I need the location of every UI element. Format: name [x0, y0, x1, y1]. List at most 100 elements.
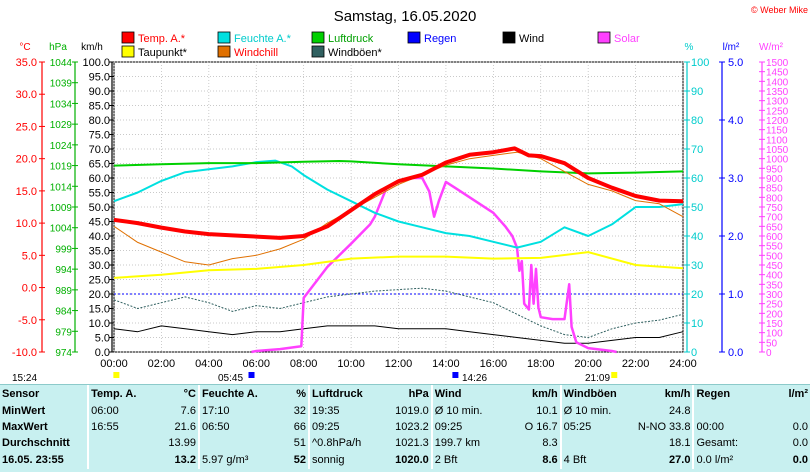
percent-tick-label: 10 [691, 318, 703, 330]
celsius-tick-label: 25.0 [16, 121, 37, 133]
solar-tick-label: 650 [766, 222, 783, 233]
legend-label: Feuchte A.* [234, 33, 292, 45]
percent-tick-label: 30 [691, 260, 703, 272]
hpa-tick-label: 1014 [50, 182, 73, 193]
legend-label: Taupunkt* [138, 47, 188, 59]
kmh-tick-label: 25.0 [89, 275, 110, 287]
legend-swatch [121, 31, 135, 44]
series-temp-a [113, 146, 684, 240]
axes: 00:00 02:00 04:00 06:00 08:00 10:00 12:00 14:00… [12, 57, 789, 370]
hpa-tick-label: 979 [55, 327, 72, 338]
stats-cell-note: Gesamt: [692, 435, 765, 451]
solar-tick-label: 1500 [766, 58, 789, 69]
stats-cell-value: 51 [293, 437, 307, 449]
solar-tick-label: 800 [766, 193, 783, 204]
stats-cell-value [764, 403, 810, 419]
solar-tick-label: 1100 [766, 135, 788, 146]
x-tick-label: 14:00 [432, 358, 460, 370]
x-tick-label: 12:00 [385, 358, 413, 370]
legend-swatch [217, 45, 231, 58]
percent-tick-label: 70 [691, 144, 703, 156]
percent-tick-label: 40 [691, 231, 703, 243]
legend-swatch [217, 31, 231, 44]
legend-swatch [311, 31, 325, 44]
percent-tick-label: 50 [691, 202, 703, 214]
legend-label: Windchill [234, 47, 278, 59]
stats-cell-value: 0.0 [792, 421, 808, 433]
solar-tick-label: 1200 [766, 116, 789, 127]
kmh-tick-label: 45.0 [89, 217, 110, 229]
stats-cell-note [197, 435, 265, 451]
x-tick-label: 00:00 [100, 358, 128, 370]
solar-tick-label: 1450 [766, 68, 789, 79]
legend-swatch [311, 45, 325, 58]
celsius-tick-label: 20.0 [16, 154, 37, 166]
stats-cell-value: 8.3 [542, 437, 558, 449]
stats-cell-note: sonnig [308, 451, 385, 469]
rain-unit: l/m² [723, 42, 740, 53]
rain-tick-label: 1.0 [728, 289, 743, 301]
stats-header-row: Sensor Temp. A. °C Feuchte A.% Luftdruck hPa W… [0, 385, 810, 403]
stats-cell-value: 10.1 [536, 405, 558, 417]
kmh-tick-label: 90.0 [89, 86, 110, 98]
stats-header-sensor: Sensor [2, 388, 40, 400]
legend-label: Temp. A.* [138, 33, 186, 45]
stats-cell-note: 19:35 [308, 403, 385, 419]
solar-tick-label: 1400 [766, 77, 789, 88]
stats-cell-value: 1020.0 [395, 454, 429, 466]
x-tick-label: 08:00 [290, 358, 318, 370]
legend: Temp. A.* Feuchte A.* Luftdruck Regen Wind So… [121, 31, 640, 59]
stats-cell-value: 1019.0 [395, 405, 429, 417]
axis-unit-labels: °C hPa km/h % l/m² W/m² [19, 42, 783, 53]
stats-cell-value: 32 [293, 405, 307, 417]
sun-marker-icon [113, 372, 120, 378]
kmh-tick-label: 70.0 [89, 144, 110, 156]
stats-cell-note: 06:50 [197, 419, 265, 435]
stats-table: Sensor Temp. A. °C Feuchte A.% Luftdruck hPa W… [0, 385, 810, 469]
plot-area [113, 61, 684, 354]
series-windb-en [113, 287, 684, 338]
stats-cell-value: N-NO 33.8 [637, 421, 691, 433]
legend-swatch [597, 31, 611, 44]
stats-cell-value: 21.6 [174, 421, 196, 433]
stats-cell-note: 05:25 [559, 419, 635, 435]
stats-cell-note: ^0.8hPa/h [308, 435, 385, 451]
kmh-tick-label: 5.0 [95, 333, 110, 345]
stats-cell-note: Ø 10 min. [430, 403, 505, 419]
stats-cell-note: 2 Bft [430, 451, 505, 469]
stats-cell-value: 52 [293, 454, 307, 466]
kmh-tick-label: 75.0 [89, 130, 110, 142]
x-tick-label: 22:00 [622, 358, 650, 370]
solar-tick-label: 700 [766, 213, 783, 224]
sun-markers: 15:24 05:45 14:26 21:09 [12, 372, 618, 384]
x-tick-label: 16:00 [480, 358, 508, 370]
stats-panel: Sensor Temp. A. °C Feuchte A.% Luftdruck hPa W… [0, 384, 810, 472]
x-tick-label: 18:00 [527, 358, 555, 370]
stats-cell-value: 1021.3 [395, 437, 429, 449]
solar-tick-label: 50 [766, 338, 778, 349]
stats-cell-note [559, 435, 635, 451]
hpa-tick-label: 1034 [50, 99, 73, 110]
stats-header-unit: l/m² [788, 388, 808, 400]
stats-cell-value: 13.2 [174, 454, 196, 466]
solar-tick-label: 300 [766, 290, 783, 301]
stats-cell-note [87, 435, 153, 451]
kmh-tick-label: 20.0 [89, 289, 110, 301]
stats-cell-note [87, 451, 153, 469]
series-solar [251, 176, 617, 354]
solar-tick-label: 750 [766, 203, 783, 214]
hpa-tick-label: 984 [55, 307, 72, 318]
stats-row-label: 16.05. 23:55 [2, 454, 64, 466]
stats-header-unit: km/h [531, 388, 558, 400]
stats-header-unit: hPa [408, 388, 429, 400]
solar-tick-label: 1300 [766, 97, 789, 108]
solar-tick-label: 1050 [766, 145, 789, 156]
celsius-tick-label: 5.0 [22, 250, 37, 262]
weather-chart: Samstag, 16.05.2020 © Weber Mike Temp. A… [12, 5, 808, 384]
stats-cell-note: 16:55 [87, 419, 153, 435]
sun-marker-icon [452, 372, 459, 378]
marker-sunset: 21:09 [585, 373, 610, 384]
kmh-tick-label: 60.0 [89, 173, 110, 185]
celsius-tick-label: 0.0 [22, 283, 37, 295]
percent-unit: % [685, 42, 694, 53]
